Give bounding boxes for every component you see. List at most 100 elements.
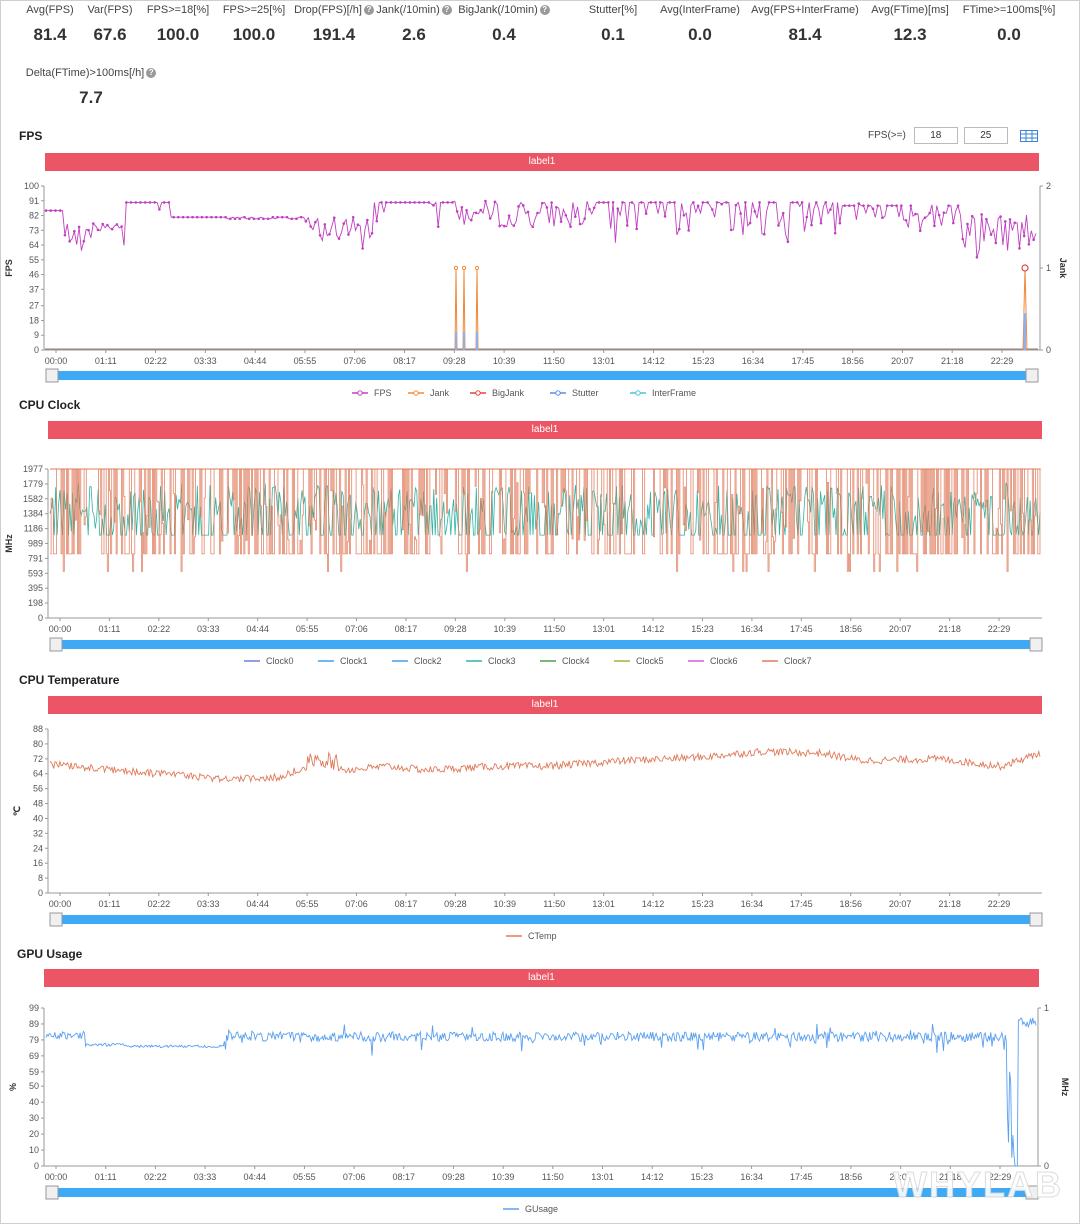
x-tick-label: 01:11 <box>98 899 120 909</box>
fps-data-point <box>555 205 558 209</box>
cpu-clock-section-title: CPU Clock <box>19 398 81 412</box>
fps-data-point <box>578 222 582 226</box>
y-tick-label: 37 <box>29 284 39 294</box>
fps-data-point <box>607 201 610 204</box>
fps-data-point <box>49 209 53 212</box>
stat-label: Jank(/10min)? <box>344 4 484 16</box>
y-tick-label: 24 <box>33 843 43 853</box>
fps-data-point <box>588 207 591 211</box>
fps-data-point <box>318 234 322 237</box>
y-tick-label: 89 <box>29 1019 39 1029</box>
fps-data-point <box>366 218 369 222</box>
fps-data-point <box>748 221 752 225</box>
stat-r1-3: FPS>=25[%] 100.0 <box>184 4 324 45</box>
x-tick-label: 08:17 <box>393 356 416 366</box>
zoom-slider-track <box>50 915 1042 924</box>
stat-label-text: Var(FPS) <box>87 4 133 16</box>
stutter-bar <box>1023 313 1026 350</box>
x-tick-label: 07:06 <box>343 356 366 366</box>
fps-data-point <box>517 205 520 208</box>
fps-data-point <box>952 221 955 225</box>
x-tick-label: 04:44 <box>243 1172 266 1182</box>
fps-data-point <box>781 211 785 215</box>
x-tick-label: 00:00 <box>45 1172 68 1182</box>
help-icon[interactable]: ? <box>146 68 157 78</box>
y-tick-label: 32 <box>33 828 43 838</box>
fps-data-point <box>625 224 629 227</box>
fps-data-point <box>829 208 832 211</box>
gpu-usage-label-band: label1 <box>44 969 1039 987</box>
x-tick-label: 01:11 <box>95 1172 117 1182</box>
fps-data-point <box>337 237 341 240</box>
stat-r1-6: BigJank(/10min)? 0.4 <box>434 4 574 45</box>
fps-data-point <box>493 200 497 204</box>
table-view-icon[interactable] <box>1019 129 1038 142</box>
fps-data-point <box>106 223 109 227</box>
fps-data-point <box>956 204 960 207</box>
fps-data-point <box>881 216 884 220</box>
y-tick-label: 80 <box>33 739 43 749</box>
fps-data-point <box>498 224 501 228</box>
fps-data-point <box>280 215 284 219</box>
fps-data-point <box>233 217 237 221</box>
x-tick-label: 13:01 <box>592 356 615 366</box>
help-icon[interactable]: ? <box>539 5 550 15</box>
fps-data-point <box>87 228 90 232</box>
fps-data-point <box>44 209 48 212</box>
y-tick-label: 0 <box>34 345 39 355</box>
fps-data-point <box>58 209 62 212</box>
fps-data-point <box>200 215 204 219</box>
y-tick-label: 40 <box>33 813 43 823</box>
x-tick-label: 20:07 <box>891 356 914 366</box>
fps-data-point <box>361 247 364 250</box>
y-tick-label: 27 <box>29 301 39 311</box>
fps-data-point <box>82 239 86 243</box>
fps-data-point <box>139 201 142 204</box>
x-tick-label: 00:00 <box>45 356 68 366</box>
zoom-slider-handle-right <box>1025 368 1039 383</box>
fps-data-point <box>370 231 374 235</box>
fps-data-point <box>304 220 308 223</box>
fps-data-point <box>1008 218 1012 221</box>
y2-tick-label: 2 <box>1046 181 1051 191</box>
stat-label: Avg(FPS+InterFrame) <box>735 4 875 16</box>
fps-threshold-low-input[interactable]: 18 <box>913 127 958 144</box>
x-tick-label: 07:06 <box>343 1172 366 1182</box>
fps-data-point <box>810 223 813 227</box>
cpu-clock-label-band: label1 <box>48 421 1042 439</box>
stat-label-text: Avg(InterFrame) <box>660 4 740 16</box>
help-icon[interactable]: ? <box>363 5 374 15</box>
legend-label: Clock3 <box>488 656 516 666</box>
stat-r1-8: Avg(InterFrame) 0.0 <box>630 4 770 45</box>
fps-threshold-high-input[interactable]: 25 <box>963 127 1008 144</box>
cpu-temperature-chart: 0 8 16 24 32 40 48 56 64 72 80 88 00:00 01:11 02:22 03:… <box>12 724 1043 941</box>
fps-data-point <box>814 201 818 204</box>
fps-data-point <box>970 214 974 218</box>
x-tick-label: 15:23 <box>691 624 714 634</box>
fps-data-point <box>96 228 100 232</box>
fps-data-point <box>195 215 199 219</box>
y2-tick-label: 0 <box>1044 1161 1049 1171</box>
stat-label-text: Avg(FPS) <box>26 4 74 16</box>
fps-data-point <box>257 217 260 221</box>
fps-data-point <box>796 201 799 204</box>
fps-data-point <box>890 204 894 207</box>
fps-data-point <box>895 204 898 207</box>
x-tick-label: 21:18 <box>938 624 961 634</box>
y-tick-label: 0 <box>38 613 43 623</box>
x-tick-label: 00:00 <box>49 899 72 909</box>
fps-data-point <box>985 217 988 221</box>
x-tick-label: 02:22 <box>148 899 171 909</box>
fps-data-point <box>399 201 402 204</box>
help-icon[interactable]: ? <box>441 5 452 15</box>
fps-data-point <box>295 217 298 221</box>
y-tick-label: 16 <box>33 858 43 868</box>
clock3-series-line <box>49 482 1041 537</box>
x-tick-label: 10:39 <box>494 624 517 634</box>
y-tick-label: 50 <box>29 1081 39 1091</box>
y-tick-label: 791 <box>28 553 43 563</box>
fps-data-point <box>573 215 577 218</box>
x-tick-label: 18:56 <box>841 356 864 366</box>
fps-data-point <box>356 223 360 226</box>
